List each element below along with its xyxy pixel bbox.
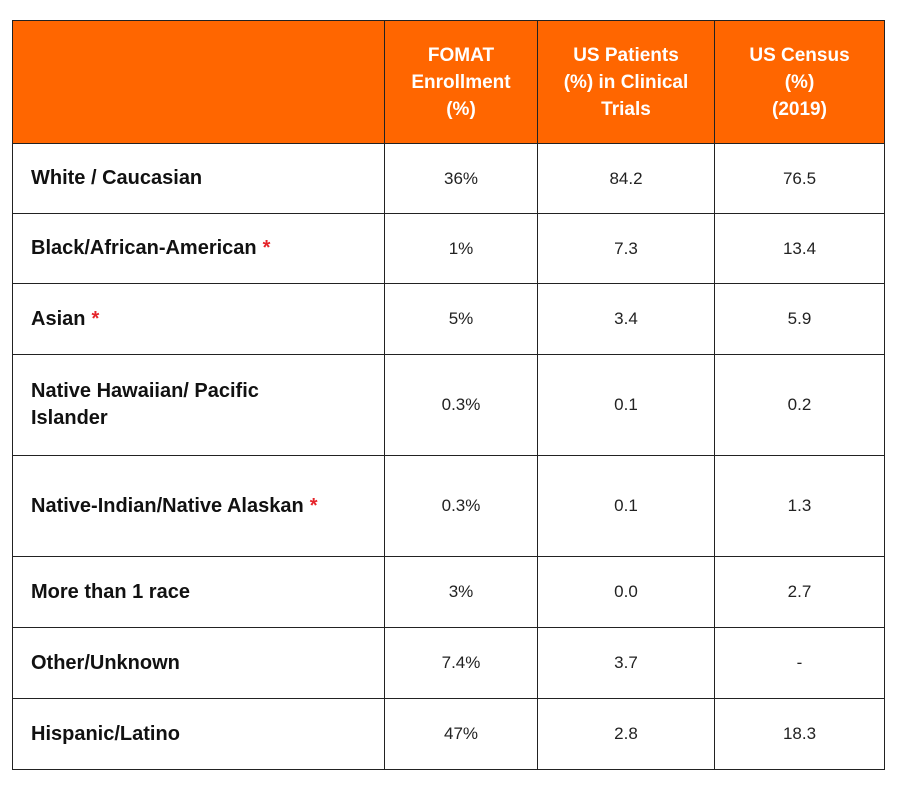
- header-cell-empty: [12, 20, 385, 144]
- row-label: Native-Indian/Native Alaskan *: [12, 455, 385, 557]
- header-line: (%): [446, 98, 476, 120]
- cell-us-patients: 0.0: [537, 556, 715, 628]
- row-label: Hispanic/Latino: [12, 698, 385, 770]
- cell-fomat: 7.4%: [384, 627, 538, 699]
- header-line: Enrollment: [411, 71, 511, 93]
- cell-fomat: 0.3%: [384, 354, 538, 456]
- row-label: Other/Unknown: [12, 627, 385, 699]
- cell-us-census: 2.7: [714, 556, 885, 628]
- table-row: Asian * 5% 3.4 5.9: [12, 283, 885, 355]
- row-label-text: Native-Indian/Native Alaskan: [31, 494, 304, 517]
- row-label: More than 1 race: [12, 556, 385, 628]
- cell-us-census: 13.4: [714, 213, 885, 284]
- asterisk-marker: *: [262, 237, 271, 259]
- header-row: FOMAT Enrollment (%) US Patients (%) in …: [12, 20, 885, 144]
- row-label-text: Hispanic/Latino: [31, 722, 180, 745]
- cell-us-census: 1.3: [714, 455, 885, 557]
- header-line: FOMAT: [427, 44, 495, 66]
- cell-us-patients: 2.8: [537, 698, 715, 770]
- header-line: US Census: [749, 44, 850, 66]
- enrollment-table: FOMAT Enrollment (%) US Patients (%) in …: [12, 20, 885, 770]
- cell-us-census: 5.9: [714, 283, 885, 355]
- cell-us-census: -: [714, 627, 885, 699]
- row-label-text: White / Caucasian: [31, 167, 203, 189]
- cell-fomat: 3%: [384, 556, 538, 628]
- header-us-patients: US Patients (%) in Clinical Trials: [537, 20, 715, 144]
- cell-us-patients: 7.3: [537, 213, 715, 284]
- table-row: White / Caucasian 36% 84.2 76.5: [12, 143, 885, 214]
- row-label: Asian *: [12, 283, 385, 355]
- cell-us-patients: 0.1: [537, 455, 715, 557]
- header-line: (2019): [772, 98, 827, 120]
- header-fomat-enrollment: FOMAT Enrollment (%): [384, 20, 538, 144]
- cell-us-census: 0.2: [714, 354, 885, 456]
- header-us-census: US Census (%) (2019): [714, 20, 885, 144]
- cell-us-census: 76.5: [714, 143, 885, 214]
- row-label-text: Islander: [31, 407, 108, 429]
- cell-us-patients: 0.1: [537, 354, 715, 456]
- header-line: Trials: [601, 98, 651, 120]
- table-row: More than 1 race 3% 0.0 2.7: [12, 556, 885, 628]
- row-label-text: More than 1 race: [31, 580, 190, 603]
- cell-fomat: 1%: [384, 213, 538, 284]
- row-label-text: Asian: [31, 307, 86, 330]
- row-label: Native Hawaiian/ Pacific Islander: [12, 354, 385, 456]
- cell-us-patients: 3.7: [537, 627, 715, 699]
- header-line: (%): [784, 71, 815, 93]
- row-label-text: Black/African-American: [31, 237, 257, 259]
- cell-fomat: 0.3%: [384, 455, 538, 557]
- row-label-text: Other/Unknown: [31, 651, 180, 674]
- asterisk-marker: *: [91, 307, 100, 330]
- cell-us-census: 18.3: [714, 698, 885, 770]
- table-row: Native-Indian/Native Alaskan * 0.3% 0.1 1…: [12, 455, 885, 557]
- cell-fomat: 47%: [384, 698, 538, 770]
- header-line: US Patients: [573, 44, 679, 66]
- table-row: Other/Unknown 7.4% 3.7 -: [12, 627, 885, 699]
- cell-us-patients: 84.2: [537, 143, 715, 214]
- table-row: Black/African-American * 1% 7.3 13.4: [12, 213, 885, 284]
- header-line: (%) in Clinical: [563, 71, 689, 93]
- cell-fomat: 36%: [384, 143, 538, 214]
- table-row: Hispanic/Latino 47% 2.8 18.3: [12, 698, 885, 770]
- cell-us-patients: 3.4: [537, 283, 715, 355]
- table-row: Native Hawaiian/ Pacific Islander 0.3% 0…: [12, 354, 885, 456]
- row-label-text: Native Hawaiian/ Pacific: [31, 380, 259, 402]
- row-label: Black/African-American *: [12, 213, 385, 284]
- cell-fomat: 5%: [384, 283, 538, 355]
- asterisk-marker: *: [309, 494, 318, 517]
- row-label: White / Caucasian: [12, 143, 385, 214]
